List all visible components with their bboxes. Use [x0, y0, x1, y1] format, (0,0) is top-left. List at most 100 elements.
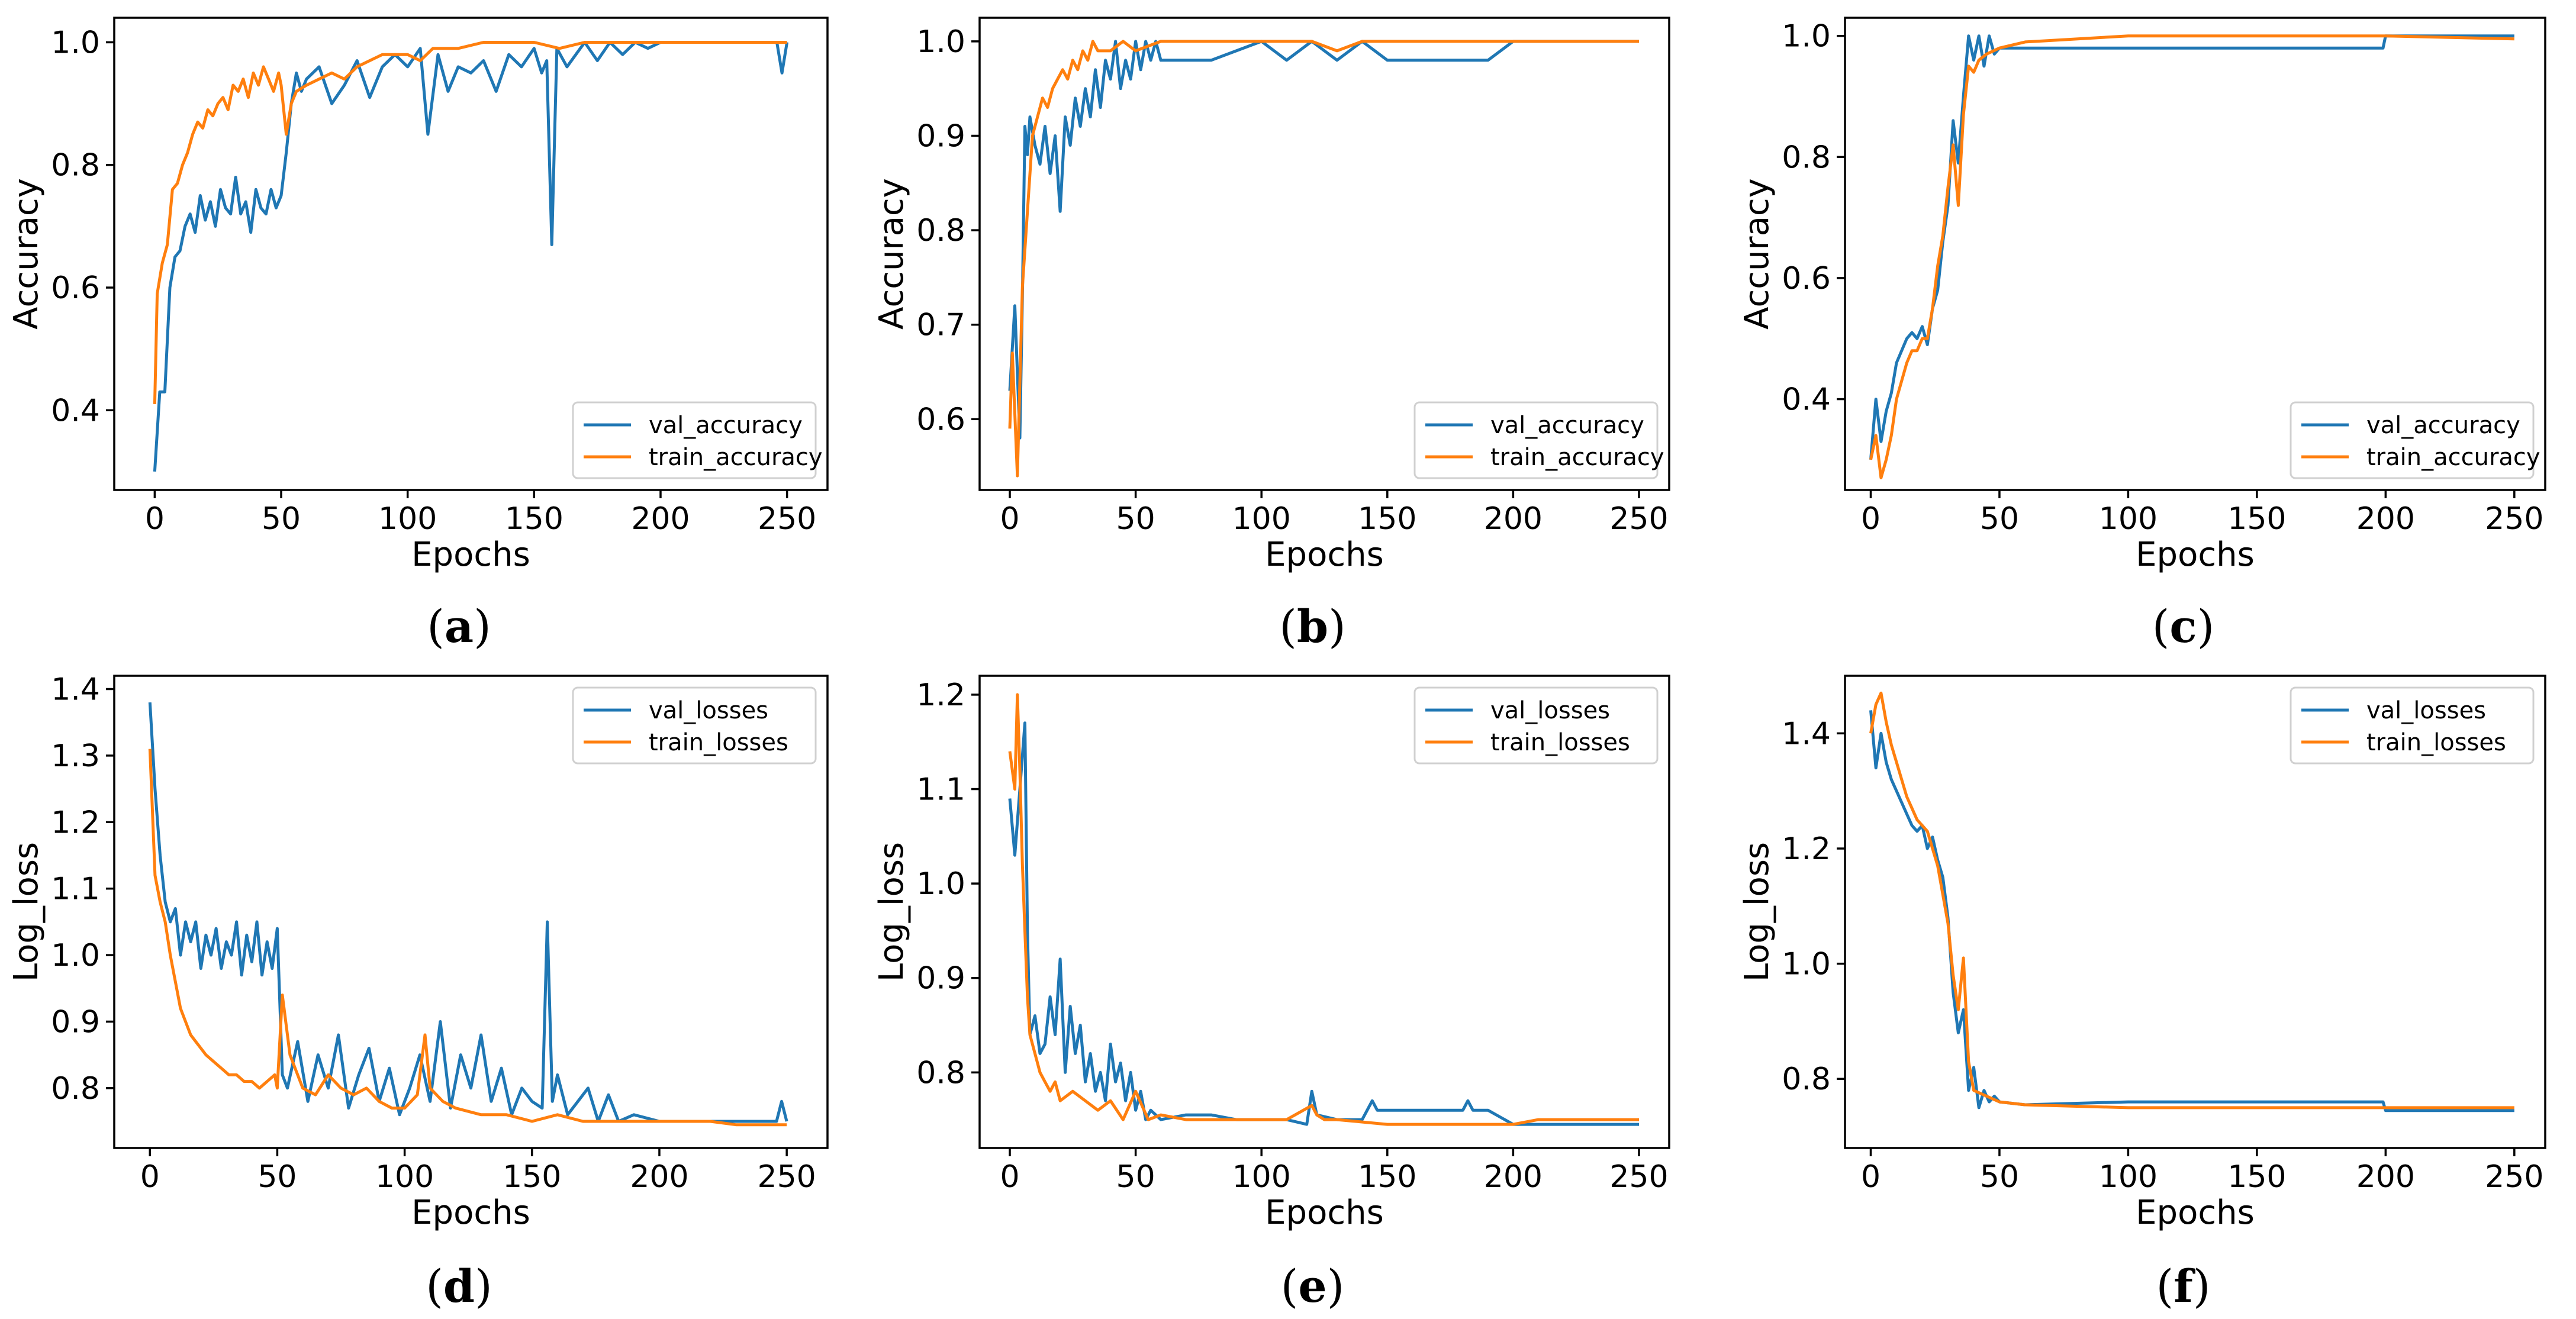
x-tick-label: 50 [257, 1159, 297, 1195]
x-tick-label: 0 [1861, 501, 1881, 537]
y-axis-label: Accuracy [872, 178, 911, 330]
series-line-train_losses [1869, 691, 2514, 1110]
y-tick-label: 1.3 [51, 738, 100, 774]
series-line-val_accuracy [1869, 34, 2514, 460]
chart-panel-e: 0 50 100 150 200 250 0.8 0.9 1.0 1.1 1.2 Epochs Log_… [872, 675, 1670, 1312]
legend-label-train_accuracy: train_accuracy [649, 444, 823, 471]
y-tick-label: 1.2 [916, 678, 965, 713]
y-tick-label: 0.8 [916, 213, 965, 249]
legend-label-val_losses: val_losses [1490, 697, 1610, 724]
x-tick-label: 200 [1484, 501, 1543, 537]
y-tick-label: 1.0 [51, 938, 100, 973]
y-tick-label: 1.4 [51, 672, 100, 707]
x-tick-label: 100 [375, 1159, 434, 1195]
y-tick-label: 0.6 [916, 402, 965, 437]
plot-frame [978, 675, 1670, 1149]
x-tick-label: 100 [378, 501, 437, 537]
x-tick-label: 250 [2485, 1159, 2543, 1195]
x-axis-label: Epochs [2136, 1194, 2255, 1232]
legend-label-val_losses: val_losses [2366, 697, 2486, 724]
y-tick-label: 0.6 [1782, 261, 1831, 296]
x-tick-label: 250 [758, 501, 816, 537]
y-axis-label: Accuracy [7, 178, 46, 330]
plot-frame [978, 17, 1670, 491]
x-tick-label: 0 [1861, 1159, 1881, 1195]
y-tick-label: 1.4 [1782, 716, 1831, 752]
x-tick-label: 50 [1980, 1159, 2019, 1195]
x-tick-label: 200 [2356, 1159, 2415, 1195]
x-tick-label: 100 [2099, 501, 2158, 537]
legend-label-train_losses: train_losses [1490, 729, 1630, 756]
y-tick-label: 0.4 [1782, 382, 1831, 418]
x-tick-label: 0 [1000, 501, 1019, 537]
panel-caption: (a) [427, 600, 491, 653]
y-axis-label: Log_loss [872, 842, 911, 982]
plot-frame [113, 675, 829, 1149]
legend-label-train_losses: train_losses [2366, 729, 2506, 756]
x-tick-label: 200 [1484, 1159, 1543, 1195]
x-tick-label: 50 [262, 501, 301, 537]
legend-label-val_losses: val_losses [649, 697, 768, 724]
series-line-train_accuracy [153, 41, 787, 404]
panel-caption: (f) [2156, 1260, 2210, 1312]
legend-box [2290, 401, 2535, 479]
series-line-val_accuracy [153, 41, 789, 472]
x-tick-label: 0 [145, 501, 165, 537]
x-tick-label: 100 [1232, 1159, 1291, 1195]
x-tick-label: 250 [758, 1159, 816, 1195]
legend-label-train_accuracy: train_accuracy [1490, 444, 1664, 471]
x-axis-label: Epochs [2136, 536, 2255, 574]
y-tick-label: 1.1 [916, 772, 965, 808]
legend: val_losses train_losses [2290, 686, 2535, 765]
plot-frame [1844, 17, 2546, 491]
legend-box [572, 686, 817, 765]
legend: val_accuracy train_accuracy [572, 401, 823, 479]
x-tick-label: 200 [631, 501, 690, 537]
x-tick-label: 0 [1000, 1159, 1019, 1195]
legend-box [1413, 401, 1659, 479]
x-tick-label: 50 [1116, 501, 1155, 537]
x-tick-label: 50 [1116, 1159, 1155, 1195]
legend: val_accuracy train_accuracy [1413, 401, 1664, 479]
x-tick-label: 150 [1358, 501, 1416, 537]
y-tick-label: 1.2 [51, 805, 100, 840]
x-axis-label: Epochs [1265, 1194, 1384, 1232]
x-tick-label: 200 [2356, 501, 2415, 537]
y-tick-label: 1.0 [916, 866, 965, 902]
series-line-val_losses [148, 702, 788, 1123]
x-tick-label: 150 [1358, 1159, 1416, 1195]
y-tick-label: 0.9 [916, 961, 965, 996]
x-tick-label: 250 [1609, 1159, 1668, 1195]
y-tick-label: 0.8 [916, 1055, 965, 1091]
chart-panel-b: 0 50 100 150 200 250 0.6 0.7 0.8 0.9 1.0 Epochs Accu… [872, 17, 1670, 653]
x-tick-label: 150 [2227, 1159, 2286, 1195]
plot-frame [1844, 675, 2546, 1149]
y-tick-label: 0.9 [51, 1004, 100, 1040]
y-tick-label: 0.8 [1782, 1062, 1831, 1097]
y-tick-label: 1.2 [1782, 831, 1831, 867]
x-tick-label: 100 [2099, 1159, 2158, 1195]
x-tick-label: 150 [503, 1159, 561, 1195]
x-tick-label: 150 [505, 501, 564, 537]
series-line-val_accuracy [1008, 40, 1639, 440]
x-tick-label: 250 [2485, 501, 2543, 537]
y-tick-label: 1.0 [51, 25, 100, 60]
legend-label-val_accuracy: val_accuracy [1490, 412, 1644, 439]
y-tick-label: 0.6 [51, 270, 100, 306]
legend-box [2290, 686, 2535, 765]
legend-label-val_accuracy: val_accuracy [2366, 412, 2520, 439]
legend-label-train_accuracy: train_accuracy [2366, 444, 2540, 471]
panel-caption: (e) [1281, 1260, 1345, 1312]
series-line-train_losses [1008, 693, 1639, 1126]
panel-caption: (d) [426, 1260, 492, 1312]
legend: val_losses train_losses [572, 686, 817, 765]
chart-panel-d: 0 50 100 150 200 250 0.8 0.9 1.0 1.1 1.2 1.3 1.4 Epoc… [7, 672, 829, 1312]
x-axis-label: Epochs [411, 1194, 530, 1232]
x-axis-label: Epochs [411, 536, 530, 574]
x-tick-label: 150 [2227, 501, 2286, 537]
y-tick-label: 0.4 [51, 393, 100, 428]
series-line-train_losses [148, 749, 787, 1127]
chart-panel-a: 0 50 100 150 200 250 0.4 0.6 0.8 1.0 Epochs Accurac… [7, 17, 829, 653]
y-axis-label: Log_loss [7, 842, 46, 982]
